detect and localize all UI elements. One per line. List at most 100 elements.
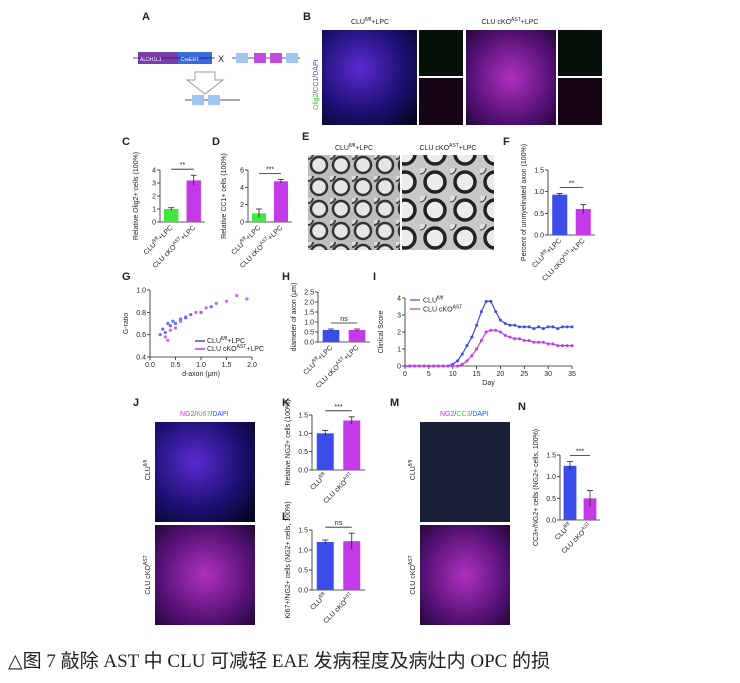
y-tick-label: 4: [152, 168, 156, 175]
point: [475, 323, 479, 327]
y-axis-label: CC3+/NG2+ cells (NG2+ cells, 100%): [533, 429, 540, 546]
panel-label: C: [122, 136, 130, 148]
point: [489, 328, 493, 332]
y-tick-label: 1.0: [136, 288, 146, 295]
x-axis-label: d-axon (μm): [182, 371, 220, 378]
x-tick-label-part: AST: [259, 236, 270, 247]
y-tick-label: 4: [240, 185, 244, 192]
group-label: CLUfl/fl+LPC: [351, 17, 389, 26]
point: [537, 340, 541, 344]
point: [565, 344, 569, 348]
stain-part: /: [454, 411, 456, 418]
exon: [286, 53, 298, 63]
point: [551, 325, 555, 329]
y-tick-label: 1.0: [298, 431, 308, 438]
x-tick-label: 1.0: [196, 362, 206, 369]
y-tick-label: 3: [397, 313, 401, 320]
point: [403, 364, 407, 368]
x-tick-label: CLU cKOAST+LPC: [314, 343, 361, 390]
point: [432, 364, 436, 368]
point: [560, 325, 564, 329]
y-tick-label: 0: [240, 220, 244, 227]
y-tick-label: 0: [397, 364, 401, 371]
point: [441, 364, 445, 368]
y-tick-label: 0.5: [534, 211, 544, 218]
y-tick-label: 1: [152, 207, 156, 214]
legend-label: CLU cKOAST: [423, 305, 462, 314]
stain-part: CC3: [456, 411, 470, 418]
point: [503, 333, 507, 337]
y-tick-label: 2: [240, 202, 244, 209]
micrograph: [402, 155, 494, 250]
point: [556, 327, 560, 331]
legend-label-part: AST: [237, 344, 247, 350]
micrograph: [558, 78, 602, 125]
point: [163, 335, 167, 339]
row-label-part: fl/fl: [143, 460, 149, 466]
group-label-part: +LPC: [371, 19, 389, 26]
micrograph: [308, 155, 400, 250]
row-label-part: fl/fl: [408, 460, 414, 466]
x-tick-label-part: fl/fl: [239, 236, 248, 245]
stain-label: NG2/Ki67/DAPI: [180, 411, 229, 418]
y-tick-label: 1.5: [304, 310, 314, 317]
bar: [186, 180, 201, 222]
y-tick-label: 0.5: [304, 330, 314, 337]
legend-label: CLUfl/fl: [423, 296, 443, 305]
y-tick-label: 1: [397, 347, 401, 354]
panel-label: H: [282, 271, 290, 283]
exon: [254, 53, 266, 63]
y-tick-label: 0.6: [136, 332, 146, 339]
point: [489, 299, 493, 303]
bar: [316, 433, 334, 470]
point: [173, 326, 178, 330]
panel-label: I: [373, 271, 376, 283]
exon: [208, 95, 220, 105]
legend-label-part: +LPC: [227, 338, 245, 345]
y-tick-label: 0.5: [546, 496, 556, 503]
x-tick-label-part: fl/fl: [540, 249, 549, 258]
exon: [192, 95, 204, 105]
group-label-part: fl/fl: [349, 143, 355, 149]
legend-label: CLUfl/fl+LPC: [207, 336, 245, 345]
point: [455, 364, 459, 368]
group-label-part: CLU: [351, 19, 365, 26]
point: [484, 299, 488, 303]
y-tick-label: 1.0: [298, 548, 308, 555]
point: [455, 359, 459, 363]
legend-label-part: fl/fl: [221, 336, 227, 342]
point: [508, 335, 512, 339]
point: [565, 325, 569, 329]
legend-label-part: CLU cKO: [207, 346, 237, 353]
panel-label: J: [133, 397, 139, 409]
legend-label-part: fl/fl: [437, 296, 443, 302]
y-axis-label: Relative Olig2+ cells (100%): [133, 152, 140, 240]
sig-label: ***: [576, 449, 584, 456]
stain-part: /: [313, 76, 320, 78]
stain-part: /: [194, 411, 196, 418]
caption: △图 7 敲除 AST 中 CLU 可减轻 EAE 发病程度及病灶内 OPC 的…: [8, 650, 550, 672]
point: [189, 312, 193, 317]
bar: [583, 498, 597, 520]
point: [465, 359, 469, 363]
point: [494, 328, 498, 332]
point: [179, 319, 183, 323]
row-label: CLU cKOAST: [143, 555, 152, 594]
x-tick-label: 15: [473, 371, 481, 378]
row-label: CLUfl/fl: [408, 460, 417, 480]
point: [451, 364, 455, 368]
y-axis-label: Ki67+/NG2+ cells (NG2+ cells, 100%): [285, 501, 292, 618]
group-label-part: CLU cKO: [481, 19, 511, 26]
point: [570, 325, 574, 329]
x-tick-label-part: +LPC: [546, 237, 563, 254]
point: [484, 330, 488, 334]
y-tick-label: 3: [152, 181, 156, 188]
y-tick-label: 2.5: [304, 290, 314, 297]
x-tick-label-part: CLU cKO: [541, 256, 567, 282]
micrograph: [419, 78, 463, 125]
y-tick-label: 0.8: [136, 310, 146, 317]
legend-label-part: +LPC: [246, 346, 264, 353]
x-tick-label-part: CLU cKO: [315, 363, 341, 389]
micrograph: [420, 422, 510, 522]
x-tick-label-part: +LPC: [157, 224, 174, 241]
